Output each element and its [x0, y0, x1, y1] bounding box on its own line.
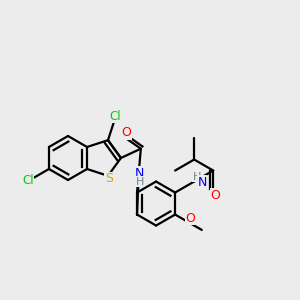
Text: O: O: [210, 189, 220, 202]
Text: O: O: [122, 127, 131, 140]
Text: N: N: [135, 167, 145, 180]
Text: S: S: [105, 172, 113, 185]
Text: N: N: [197, 176, 207, 189]
Text: H: H: [136, 177, 144, 187]
Text: H: H: [193, 172, 201, 182]
Text: Cl: Cl: [109, 110, 121, 123]
Text: Cl: Cl: [22, 175, 34, 188]
Text: O: O: [185, 212, 195, 225]
